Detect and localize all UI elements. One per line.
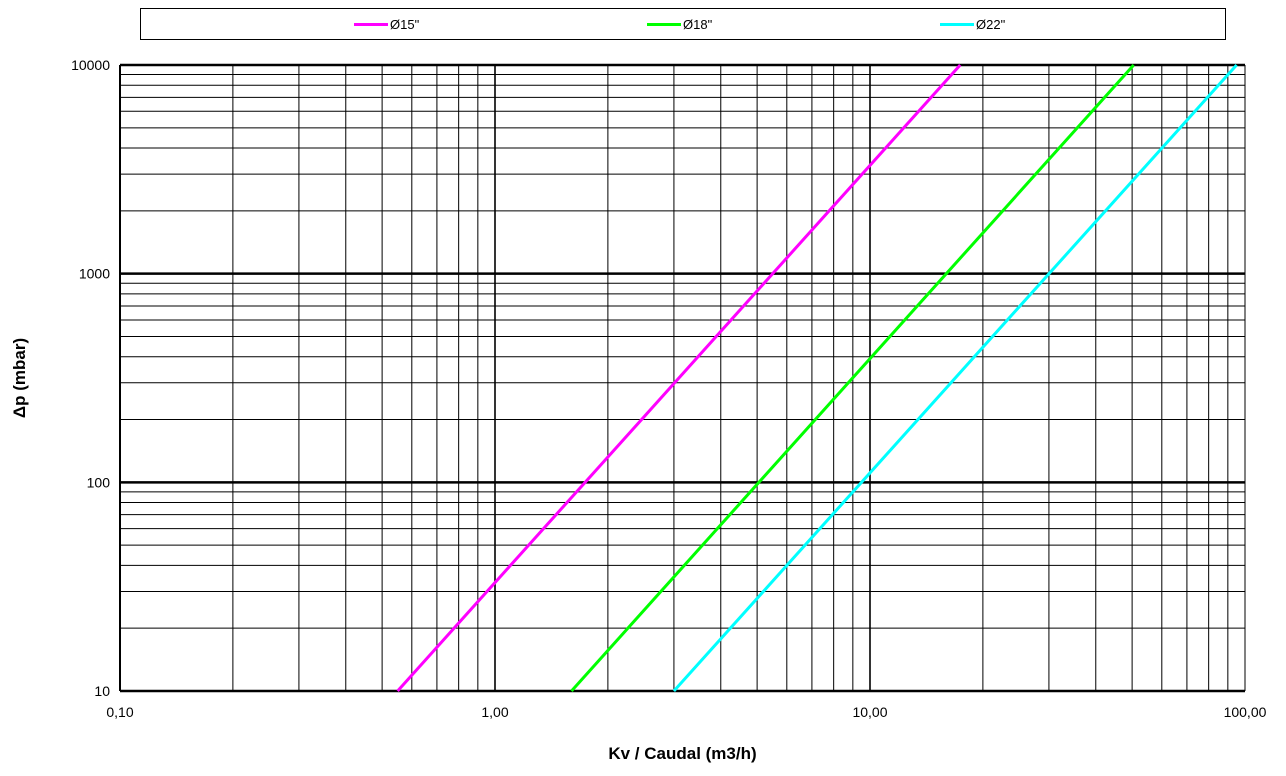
series-line xyxy=(672,63,1238,693)
series-lines xyxy=(396,63,1238,693)
y-tick-label: 10000 xyxy=(71,57,110,73)
legend-swatch-magenta xyxy=(354,22,388,26)
series-line xyxy=(570,63,1135,693)
x-tick-label: 100,00 xyxy=(1224,704,1267,720)
legend-item: Ø22" xyxy=(940,9,1005,39)
y-tick-label: 1000 xyxy=(79,266,110,282)
legend-swatch-cyan xyxy=(940,22,974,26)
x-tick-label: 10,00 xyxy=(852,704,887,720)
legend: Ø15" Ø18" Ø22" xyxy=(140,8,1226,40)
legend-label: Ø22" xyxy=(976,16,1006,32)
y-tick-label: 100 xyxy=(87,474,111,490)
legend-item: Ø15" xyxy=(354,9,419,39)
legend-label: Ø18" xyxy=(683,16,713,32)
grid xyxy=(119,63,1246,693)
legend-label: Ø15" xyxy=(390,16,420,32)
legend-swatch-green xyxy=(647,22,681,26)
x-tick-label: 1,00 xyxy=(481,704,508,720)
tick-labels: 0,10 1,00 10,00 100,00 10 100 1000 10000 xyxy=(71,57,1267,720)
x-axis-title: Kv / Caudal (m3/h) xyxy=(608,744,757,763)
y-tick-label: 10 xyxy=(94,683,110,699)
x-tick-label: 0,10 xyxy=(106,704,133,720)
legend-item: Ø18" xyxy=(647,9,712,39)
series-line xyxy=(396,63,962,693)
y-axis-title: Δp (mbar) xyxy=(10,337,29,419)
